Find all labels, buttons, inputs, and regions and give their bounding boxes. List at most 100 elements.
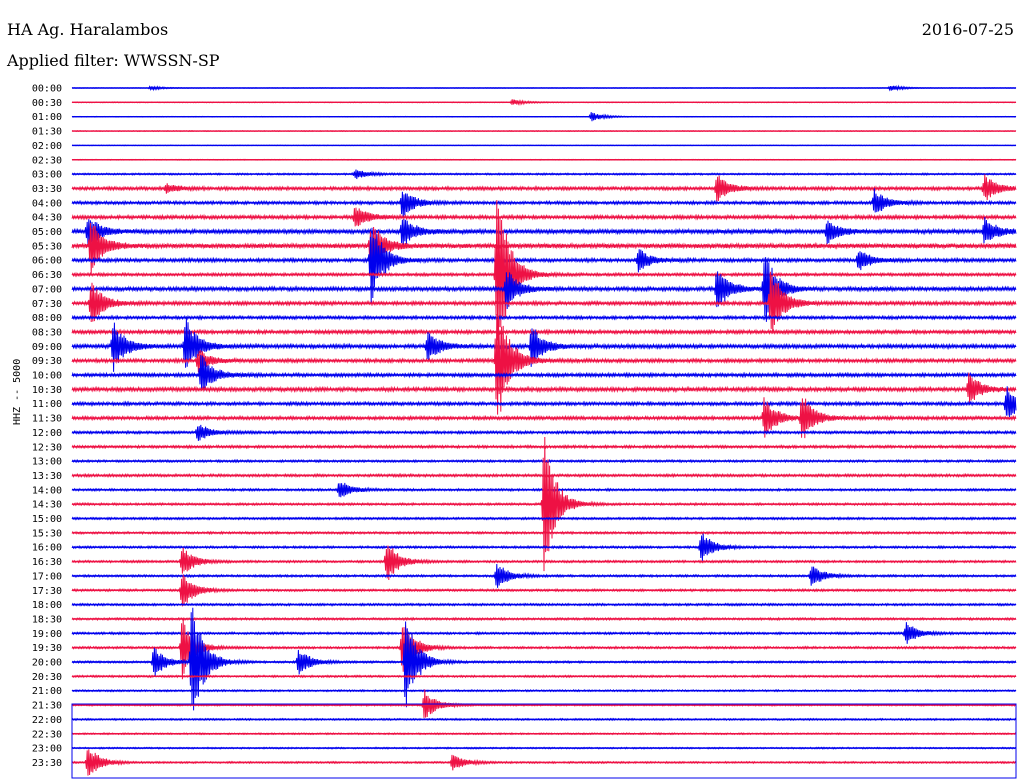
row-label: 12:30 <box>32 442 62 453</box>
row-label: 22:30 <box>32 729 62 740</box>
row-label: 14:00 <box>32 485 62 496</box>
row-label: 04:30 <box>32 213 62 224</box>
trace-row <box>71 174 1017 202</box>
trace-row <box>71 533 1017 561</box>
row-label: 02:30 <box>32 155 62 166</box>
trace-row <box>71 717 1017 722</box>
row-label: 21:00 <box>32 686 62 697</box>
trace-row <box>71 749 1017 776</box>
trace-row <box>71 223 1017 274</box>
trace-row <box>71 746 1017 750</box>
row-label: 16:00 <box>32 543 62 554</box>
row-label: 20:30 <box>32 672 62 683</box>
trace-row <box>71 129 1017 133</box>
trace-row <box>71 458 1017 464</box>
trace-row <box>71 688 1017 693</box>
row-label: 18:30 <box>32 614 62 625</box>
trace-row <box>71 314 1017 415</box>
row-label: 19:30 <box>32 643 62 654</box>
trace-row <box>71 545 1017 581</box>
trace-row <box>71 112 1017 122</box>
trace-row <box>71 602 1017 607</box>
trace-row <box>71 354 1017 391</box>
row-label: 12:00 <box>32 428 62 439</box>
row-label: 07:00 <box>32 284 62 295</box>
row-label: 11:30 <box>32 414 62 425</box>
trace-row <box>71 436 1017 572</box>
row-label: 21:30 <box>32 701 62 712</box>
row-label: 10:30 <box>32 385 62 396</box>
row-label: 15:30 <box>32 528 62 539</box>
trace-row <box>71 516 1017 521</box>
row-label: 23:00 <box>32 744 62 755</box>
trace-row <box>71 271 1017 334</box>
row-label: 19:00 <box>32 629 62 640</box>
row-label: 16:30 <box>32 557 62 568</box>
filter-label: Applied filter: WWSSN-SP <box>7 51 220 70</box>
trace-row <box>71 444 1017 450</box>
row-label: 05:30 <box>32 241 62 252</box>
row-label: 10:00 <box>32 371 62 382</box>
row-label: 14:30 <box>32 500 62 511</box>
date-label: 2016-07-25 <box>921 20 1014 39</box>
row-label: 23:30 <box>32 758 62 769</box>
trace-row <box>71 472 1017 479</box>
trace-row <box>71 372 1017 404</box>
row-label: 17:00 <box>32 571 62 582</box>
row-label: 01:00 <box>32 112 62 123</box>
row-label: 13:30 <box>32 471 62 482</box>
trace-row <box>71 530 1017 536</box>
row-label: 07:30 <box>32 299 62 310</box>
row-label: 06:00 <box>32 256 62 267</box>
row-label: 18:00 <box>32 600 62 611</box>
row-label: 04:00 <box>32 198 62 209</box>
trace-row <box>71 616 1017 622</box>
trace-row <box>71 199 1017 341</box>
trace-row <box>71 622 1017 644</box>
row-label: 09:30 <box>32 356 62 367</box>
trace-row <box>71 314 1017 321</box>
trace-row <box>71 618 1017 680</box>
row-label: 01:30 <box>32 127 62 138</box>
trace-row <box>71 386 1017 418</box>
row-label: 03:30 <box>32 184 62 195</box>
row-label: 17:30 <box>32 586 62 597</box>
trace-row <box>71 732 1017 736</box>
trace-row <box>71 574 1017 607</box>
trace-row <box>71 188 1017 219</box>
trace-row <box>71 689 1017 718</box>
trace-row <box>71 564 1017 588</box>
trace-row <box>71 674 1017 679</box>
row-label: 22:00 <box>32 715 62 726</box>
trace-row <box>71 144 1017 147</box>
trace-row <box>71 227 1017 305</box>
trace-row <box>71 328 1017 336</box>
row-label: 00:00 <box>32 84 62 95</box>
row-label: 08:30 <box>32 327 62 338</box>
row-label: 05:00 <box>32 227 62 238</box>
row-label: 15:00 <box>32 514 62 525</box>
station-title: HA Ag. Haralambos <box>7 20 169 39</box>
row-label: 08:00 <box>32 313 62 324</box>
row-label: 11:00 <box>32 399 62 410</box>
row-label: 13:00 <box>32 457 62 468</box>
row-label: 20:00 <box>32 658 62 669</box>
trace-row <box>71 424 1017 441</box>
trace-row <box>71 207 1017 227</box>
trace-row <box>71 607 1017 711</box>
trace-row <box>71 397 1017 439</box>
trace-row <box>71 84 1017 92</box>
trace-row <box>71 158 1017 161</box>
current-window-frame <box>71 703 1017 779</box>
trace-row <box>71 257 1017 322</box>
row-label: 06:30 <box>32 270 62 281</box>
trace-row <box>71 169 1017 180</box>
row-label: 00:30 <box>32 98 62 109</box>
trace-row <box>71 99 1017 107</box>
trace-row <box>71 317 1017 372</box>
row-label: 09:00 <box>32 342 62 353</box>
trace-row <box>71 216 1017 247</box>
row-label: 03:00 <box>32 170 62 181</box>
row-label: 02:00 <box>32 141 62 152</box>
